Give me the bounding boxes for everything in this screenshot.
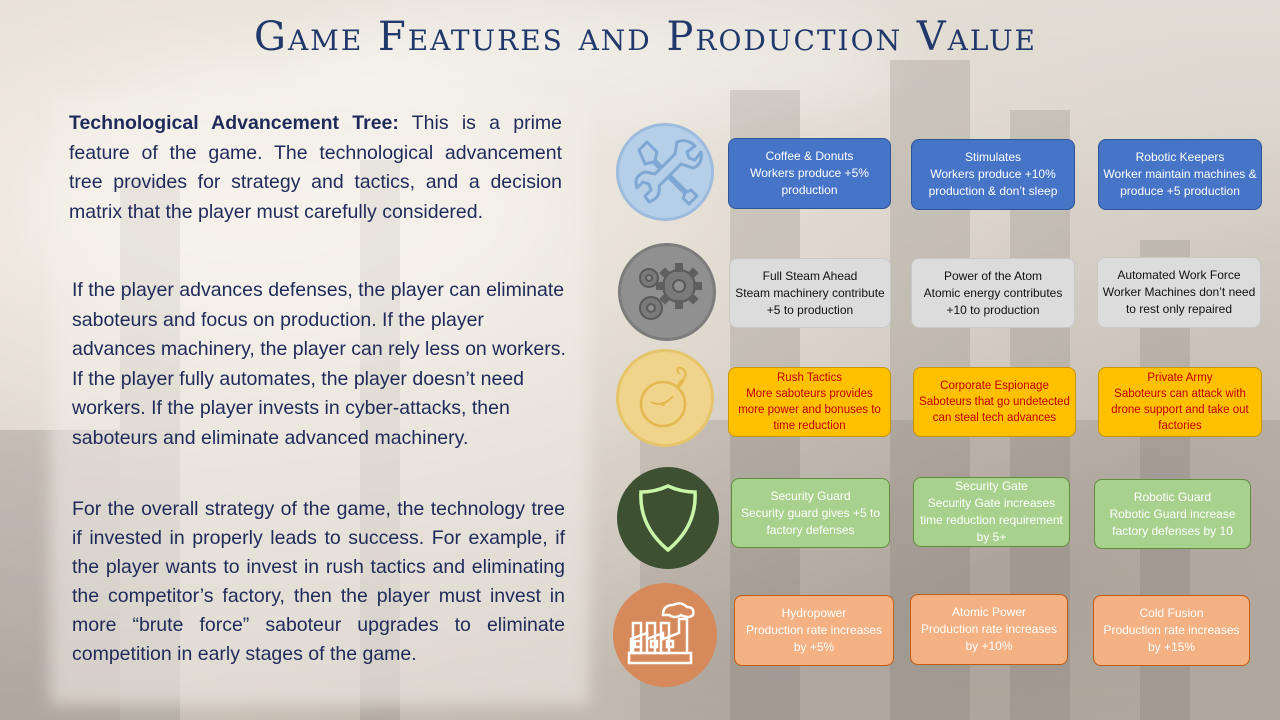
tech-full-steam-ahead[interactable]: Full Steam Ahead Steam machinery contrib… <box>729 258 891 328</box>
bomb-icon <box>616 349 714 447</box>
tech-desc: Workers produce +10% production & don’t … <box>928 167 1058 198</box>
tech-robotic-guard[interactable]: Robotic Guard Robotic Guard increase fac… <box>1094 479 1251 549</box>
tech-security-gate[interactable]: Security Gate Security Gate increases ti… <box>913 477 1070 547</box>
tech-atomic-power[interactable]: Atomic Power Production rate increases b… <box>910 594 1068 665</box>
tech-automated-work-force[interactable]: Automated Work Force Worker Machines don… <box>1097 257 1261 328</box>
tech-robotic-keepers[interactable]: Robotic Keepers Worker maintain machines… <box>1098 139 1262 210</box>
paragraph-body: This is a prime feature of the game. The… <box>69 112 562 223</box>
tech-desc: Production rate increases by +15% <box>1103 623 1240 654</box>
tech-private-army[interactable]: Private Army Saboteurs can attack with d… <box>1098 367 1262 437</box>
tech-name: Rush Tactics <box>777 372 842 384</box>
tech-name: Hydropower <box>781 606 847 620</box>
paragraph-advances: If the player advances defenses, the pla… <box>72 279 566 449</box>
tech-name: Security Guard <box>770 488 851 503</box>
tech-desc: Worker maintain machines & produce +5 pr… <box>1103 167 1257 198</box>
factory-icon <box>613 583 717 687</box>
tech-desc: Saboteurs can attack with drone support … <box>1111 388 1249 432</box>
tech-desc: More saboteurs provides more power and b… <box>738 388 881 432</box>
tech-desc: Saboteurs that go undetected can steal t… <box>919 396 1070 424</box>
tech-desc: Production rate increases by +10% <box>920 622 1058 653</box>
shield-icon <box>617 467 719 569</box>
paragraph-heading: Technological Advancement Tree: <box>69 112 399 134</box>
tech-power-of-atom[interactable]: Power of the Atom Atomic energy contribu… <box>911 258 1075 328</box>
tech-desc: Security guard gives +5 to factory defen… <box>740 505 881 537</box>
tech-desc: Workers produce +5% production <box>750 166 869 197</box>
wrench-icon <box>616 123 714 221</box>
gears-icon <box>618 243 716 341</box>
paragraph-tech-tree: Technological Advancement Tree: This is … <box>69 109 562 227</box>
page-title: Game Features and Production Value <box>254 14 1037 60</box>
tech-name: Stimulates <box>964 150 1022 164</box>
tech-desc: Steam machinery contribute +5 to product… <box>735 285 885 317</box>
tech-name: Private Army <box>1147 372 1213 384</box>
tech-name: Atomic Power <box>951 605 1027 619</box>
tech-name: Cold Fusion <box>1139 606 1204 620</box>
tech-rush-tactics[interactable]: Rush Tactics More saboteurs provides mor… <box>728 367 891 437</box>
tech-cold-fusion[interactable]: Cold Fusion Production rate increases by… <box>1093 595 1250 666</box>
tech-stimulates[interactable]: Stimulates Workers produce +10% producti… <box>911 139 1075 210</box>
tech-name: Automated Work Force <box>1117 268 1241 282</box>
paragraph-strategy: For the overall strategy of the game, th… <box>72 498 565 665</box>
tech-name: Robotic Keepers <box>1135 150 1225 164</box>
tech-desc: Robotic Guard increase factory defenses … <box>1109 506 1236 538</box>
tech-coffee-donuts[interactable]: Coffee & Donuts Workers produce +5% prod… <box>728 138 891 209</box>
tech-corporate-espionage[interactable]: Corporate Espionage Saboteurs that go un… <box>913 367 1076 437</box>
tech-desc: Production rate increases by +5% <box>745 623 883 654</box>
tech-name: Full Steam Ahead <box>762 268 858 283</box>
tech-name: Security Gate <box>955 479 1028 493</box>
tech-desc: Atomic energy contributes +10 to product… <box>923 285 1063 317</box>
tech-name: Robotic Guard <box>1133 489 1212 504</box>
tech-desc: Worker Machines don’t need to rest only … <box>1102 285 1256 316</box>
text-backdrop <box>50 95 590 705</box>
tech-desc: Security Gate increases time reduction r… <box>920 496 1063 544</box>
tech-name: Coffee & Donuts <box>765 149 854 163</box>
tech-hydropower[interactable]: Hydropower Production rate increases by … <box>734 595 894 666</box>
tech-name: Corporate Espionage <box>940 380 1049 392</box>
tech-security-guard[interactable]: Security Guard Security guard gives +5 t… <box>731 478 890 548</box>
tech-name: Power of the Atom <box>943 268 1043 283</box>
